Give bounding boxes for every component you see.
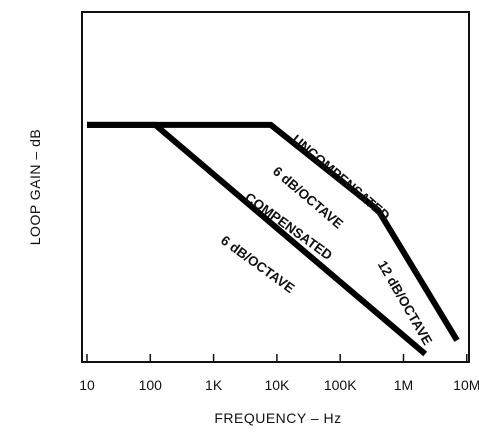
annotation-label: UNCOMPENSATED: [289, 132, 393, 224]
x-tick-label: 10: [79, 377, 95, 393]
x-tick-label: 100: [139, 377, 163, 393]
x-axis-ticks: 10 100 1K 10K 100K 1M 10M: [79, 354, 479, 393]
x-tick-label: 10M: [453, 377, 479, 393]
series-line-uncompensated: [87, 121, 460, 342]
annotation-label: 6 dB/OCTAVE: [218, 233, 297, 296]
x-tick-label: 100K: [324, 377, 357, 393]
plot-frame: [81, 11, 470, 363]
series-lines: [87, 121, 460, 357]
x-axis-title: FREQUENCY – Hz: [214, 410, 341, 426]
x-tick-label: 1K: [205, 377, 223, 393]
x-tick-label: 10K: [264, 377, 290, 393]
x-tick-label: 1M: [394, 377, 413, 393]
y-axis-title: LOOP GAIN – dB: [27, 129, 43, 245]
series-line-compensated: [87, 121, 428, 357]
